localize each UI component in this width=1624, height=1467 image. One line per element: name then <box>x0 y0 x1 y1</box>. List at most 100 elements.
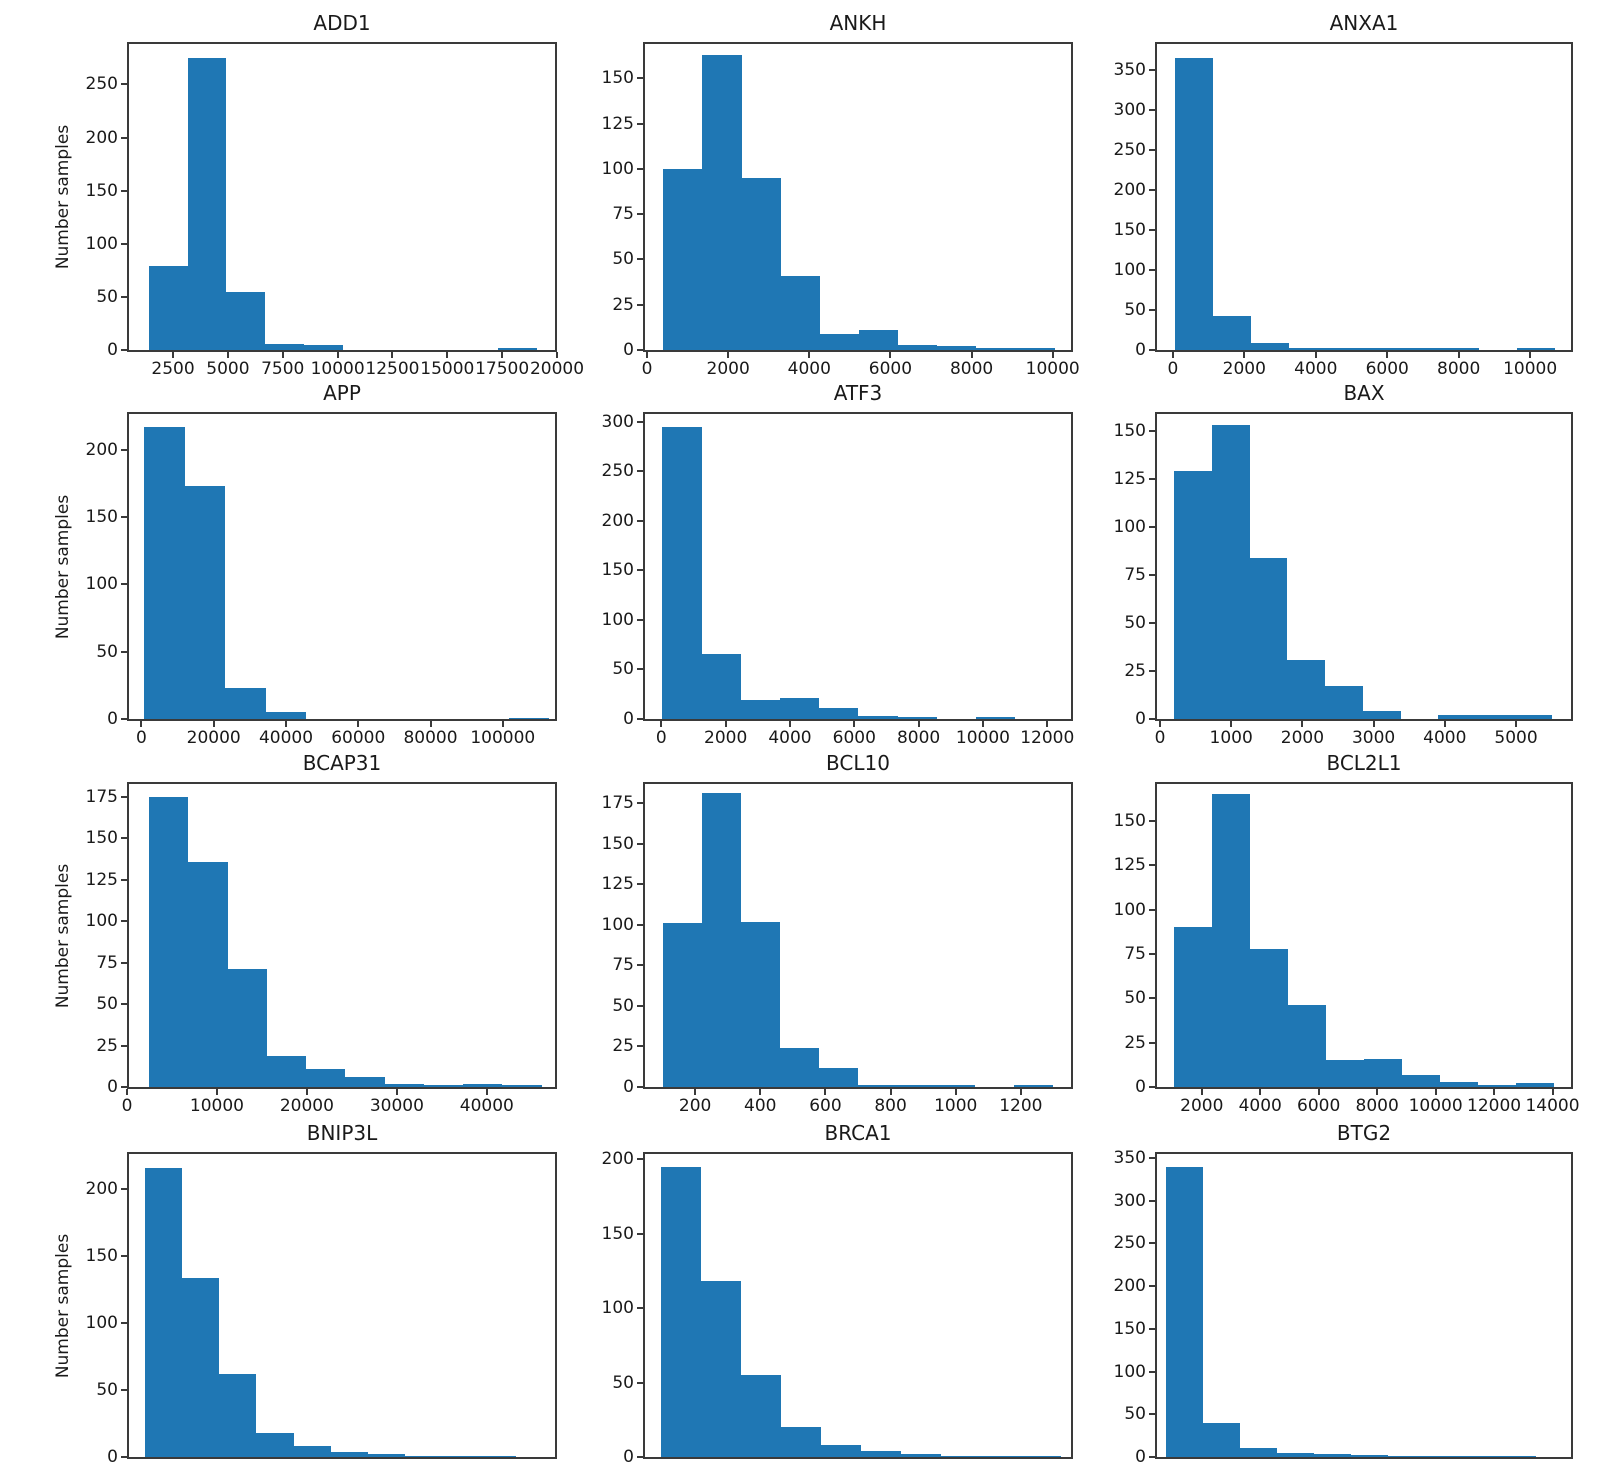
y-tick-mark <box>121 349 127 351</box>
histogram-bar <box>819 333 859 350</box>
axes-box <box>127 42 557 352</box>
y-tick-mark <box>1149 997 1155 1000</box>
y-tick-label: 100 <box>601 609 634 630</box>
x-tick-label: 8000 <box>1437 359 1481 379</box>
x-tick-mark <box>808 352 811 358</box>
axes-box <box>1155 1152 1573 1459</box>
x-tick-label: 4000 <box>1423 728 1467 748</box>
y-tick-label: 200 <box>1113 180 1146 200</box>
x-tick-mark <box>485 1089 488 1095</box>
x-tick-mark <box>1051 352 1054 358</box>
histogram-bar <box>508 717 550 719</box>
y-tick-label: 0 <box>107 1077 118 1097</box>
y-tick-label: 25 <box>612 294 634 315</box>
y-tick-mark <box>121 795 127 798</box>
y-tick-label: 100 <box>85 574 118 595</box>
y-tick-mark <box>121 516 127 519</box>
x-tick-label: 4000 <box>1294 359 1338 379</box>
y-tick-label: 300 <box>601 411 634 432</box>
x-tick-mark <box>824 1089 827 1095</box>
x-tick-mark <box>1386 352 1389 358</box>
histogram-bar <box>1249 557 1288 719</box>
x-tick-label: 0 <box>1167 359 1179 379</box>
x-tick-mark <box>1443 721 1446 727</box>
x-tick-mark <box>556 352 558 358</box>
x-tick-mark <box>788 721 791 727</box>
y-tick-mark <box>1149 908 1155 911</box>
y-tick-mark <box>121 83 127 86</box>
x-tick-mark <box>1551 1089 1554 1095</box>
x-tick-label: 2000 <box>704 728 748 748</box>
x-tick-label: 20000 <box>529 359 585 379</box>
histogram-bar <box>701 793 741 1087</box>
histogram-bar <box>225 688 266 719</box>
y-tick-label: 100 <box>601 158 634 179</box>
histogram-bar <box>1517 347 1556 350</box>
x-tick-mark <box>1372 721 1375 727</box>
x-tick-mark <box>917 721 920 727</box>
y-tick-label: 150 <box>1113 1318 1146 1339</box>
histogram-bar <box>1212 794 1250 1087</box>
y-tick-label: 300 <box>1113 1190 1146 1211</box>
y-tick-label: 50 <box>612 249 634 270</box>
x-tick-mark <box>853 721 856 727</box>
subplot-title: BCL2L1 <box>1326 751 1402 775</box>
y-tick-mark <box>637 349 643 351</box>
x-tick-mark <box>970 352 973 358</box>
x-tick-mark <box>395 1089 398 1095</box>
histogram-bar <box>1212 316 1251 350</box>
histogram-bar <box>1440 1081 1478 1087</box>
y-tick-mark <box>1149 1199 1155 1202</box>
y-axis-label: Number samples <box>50 782 76 1089</box>
y-tick-label: 350 <box>1113 1147 1146 1168</box>
x-tick-mark <box>954 1089 957 1095</box>
x-tick-label: 5000 <box>1494 728 1538 748</box>
y-tick-label: 50 <box>612 995 634 1016</box>
histogram-bar <box>897 1085 937 1087</box>
y-tick-label: 25 <box>612 1036 634 1057</box>
x-tick-label: 12000 <box>1020 728 1075 748</box>
histogram-bar <box>701 653 741 719</box>
x-tick-label: 15000 <box>420 359 475 379</box>
y-tick-label: 125 <box>1113 469 1146 490</box>
y-tick-mark <box>637 1158 643 1161</box>
histogram-bar <box>148 266 188 350</box>
y-tick-label: 0 <box>1135 340 1146 360</box>
histogram-bar <box>662 923 702 1087</box>
histogram-bar <box>937 346 977 350</box>
x-tick-label: 20000 <box>186 728 241 748</box>
y-tick-mark <box>1149 1456 1155 1458</box>
x-tick-label: 200 <box>678 1096 712 1116</box>
histogram-bar <box>345 1077 385 1087</box>
y-tick-label: 100 <box>1113 1361 1146 1382</box>
x-tick-label: 2000 <box>706 359 750 379</box>
histogram-bar <box>384 1083 424 1087</box>
y-tick-mark <box>1149 864 1155 867</box>
y-tick-mark <box>121 1188 127 1191</box>
y-tick-label: 200 <box>601 510 634 531</box>
y-tick-mark <box>121 242 127 245</box>
x-tick-mark <box>981 721 984 727</box>
histogram-bar <box>1402 1074 1440 1087</box>
x-tick-mark <box>172 352 175 358</box>
subplot-title: ANXA1 <box>1329 11 1399 35</box>
y-tick-mark <box>637 420 643 423</box>
x-tick-mark <box>305 1089 308 1095</box>
y-tick-label: 75 <box>612 204 634 225</box>
subplot-title: ADD1 <box>313 11 371 35</box>
y-tick-mark <box>637 122 643 125</box>
histogram-bar <box>265 712 307 719</box>
x-tick-mark <box>284 721 287 727</box>
histogram-bar <box>265 343 304 350</box>
histogram-bar <box>144 426 185 719</box>
x-tick-label: 0 <box>641 359 653 379</box>
y-tick-mark <box>1149 189 1155 191</box>
y-tick-mark <box>637 519 643 522</box>
histogram-bar <box>306 1068 346 1087</box>
y-tick-label: 200 <box>85 127 118 148</box>
x-tick-label: 40000 <box>459 1096 514 1116</box>
x-tick-mark <box>1434 1089 1437 1095</box>
y-tick-label: 150 <box>1113 811 1146 831</box>
x-tick-mark <box>889 352 892 358</box>
x-tick-label: 20000 <box>279 1096 334 1116</box>
